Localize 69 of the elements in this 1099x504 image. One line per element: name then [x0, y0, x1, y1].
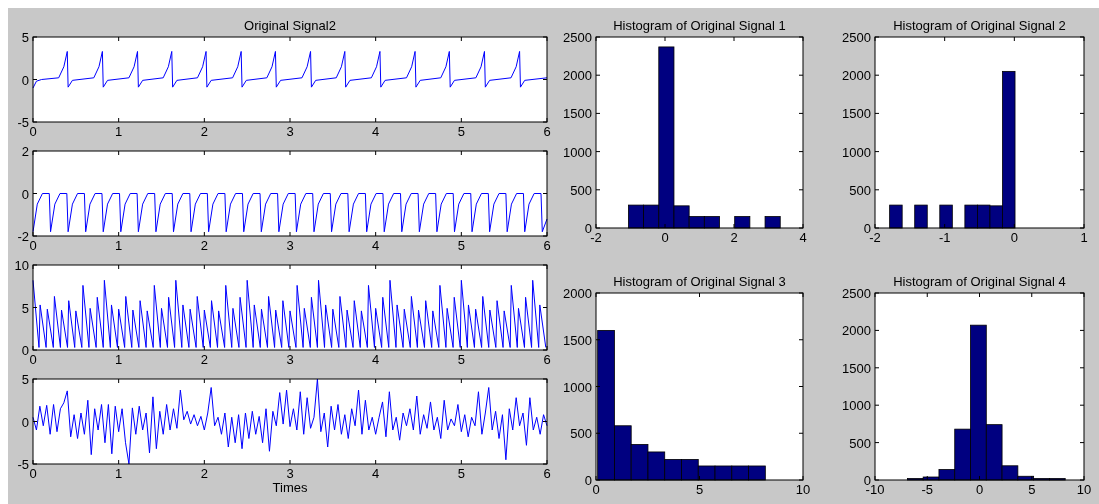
x-tick-label: 3 — [286, 466, 294, 481]
x-tick-label: 2 — [200, 352, 208, 367]
y-tick-label: 500 — [570, 426, 592, 442]
y-tick-label: 5 — [21, 30, 29, 45]
y-tick-label: 10 — [14, 258, 29, 273]
x-tick-label: 4 — [372, 238, 380, 253]
x-tick-label: 10 — [795, 482, 811, 497]
y-tick-label: 2500 — [563, 30, 592, 45]
y-tick-label: 2500 — [842, 286, 871, 301]
y-tick-label: 1000 — [842, 398, 871, 414]
y-tick-label: 1500 — [563, 332, 592, 348]
x-tick-label: 6 — [543, 238, 551, 253]
y-tick-label: 2000 — [842, 68, 871, 84]
y-tick-label: 0 — [21, 414, 29, 430]
x-tick-label: 1 — [115, 466, 123, 481]
x-axis-title: Times — [272, 480, 308, 495]
chart-title: Histogram of Original Signal 4 — [893, 274, 1066, 289]
x-tick-label: -1 — [938, 230, 951, 245]
x-tick-label: 3 — [286, 124, 294, 139]
y-tick-label: 1000 — [563, 144, 592, 160]
x-tick-label: 0 — [1010, 230, 1018, 245]
y-tick-label: 1500 — [842, 106, 871, 122]
y-tick-label: 2000 — [563, 286, 592, 301]
x-tick-label: 0 — [975, 482, 984, 497]
x-tick-label: 4 — [372, 466, 380, 481]
x-tick-label: 5 — [1028, 482, 1036, 497]
chart-title: Original Signal2 — [244, 18, 336, 33]
y-tick-label: 500 — [849, 182, 871, 198]
x-tick-label: 5 — [695, 482, 704, 497]
x-tick-label: 2 — [200, 124, 208, 139]
x-tick-label: 3 — [286, 352, 294, 367]
x-tick-label: 6 — [543, 352, 551, 367]
x-tick-label: 5 — [457, 124, 465, 139]
chart-title: Histogram of Original Signal 2 — [893, 18, 1066, 33]
y-tick-label: 5 — [21, 300, 29, 316]
y-tick-label: 1000 — [563, 379, 592, 395]
y-tick-label: 1500 — [842, 360, 871, 376]
y-tick-label: 0 — [21, 72, 29, 88]
y-tick-label: 0 — [21, 186, 29, 202]
y-tick-label: 1500 — [563, 106, 592, 122]
x-tick-label: 1 — [115, 124, 123, 139]
y-tick-label: 2500 — [842, 30, 871, 45]
x-tick-label: 0 — [661, 230, 669, 245]
x-tick-label: 3 — [286, 238, 294, 253]
x-tick-label: 1 — [1080, 230, 1088, 245]
chart-title: Histogram of Original Signal 3 — [613, 274, 786, 289]
x-tick-label: 4 — [799, 230, 807, 245]
y-tick-label: 1000 — [842, 144, 871, 160]
x-tick-label: 5 — [457, 238, 465, 253]
y-tick-label: 500 — [849, 435, 871, 451]
x-tick-label: 1 — [115, 238, 123, 253]
x-tick-label: 6 — [543, 466, 551, 481]
x-tick-label: 5 — [457, 466, 465, 481]
x-tick-label: 4 — [372, 352, 380, 367]
x-tick-label: 5 — [457, 352, 465, 367]
x-tick-label: 2 — [730, 230, 738, 245]
x-tick-label: -5 — [921, 482, 934, 497]
y-tick-label: 500 — [570, 182, 592, 198]
x-tick-label: 10 — [1076, 482, 1092, 497]
y-tick-label: 2000 — [563, 68, 592, 84]
y-tick-label: 2 — [21, 144, 29, 159]
x-tick-label: 1 — [115, 352, 123, 367]
x-tick-label: 2 — [200, 238, 208, 253]
x-tick-label: 2 — [200, 466, 208, 481]
chart-title: Histogram of Original Signal 1 — [613, 18, 786, 33]
x-tick-label: 4 — [372, 124, 380, 139]
x-tick-label: 6 — [543, 124, 551, 139]
y-tick-label: 2000 — [842, 323, 871, 339]
y-tick-label: 5 — [21, 372, 29, 387]
